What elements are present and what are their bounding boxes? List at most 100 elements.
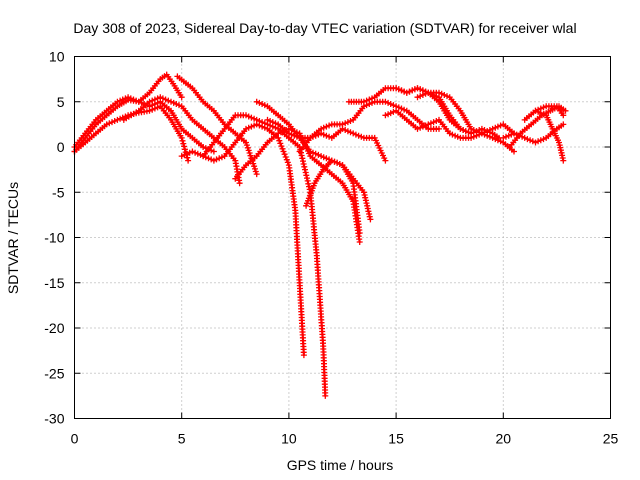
data-point: [367, 216, 374, 223]
data-point: [540, 104, 547, 111]
data-point: [259, 119, 266, 126]
data-point: [267, 118, 274, 124]
data-point: [430, 92, 437, 98]
data-point: [111, 118, 118, 124]
data-point: [503, 133, 509, 140]
data-point: [347, 129, 354, 136]
data-point: [205, 155, 212, 162]
data-point: [360, 98, 367, 105]
data-point: [306, 183, 312, 190]
series-arc-12: [303, 157, 363, 236]
data-point: [339, 121, 346, 128]
data-point: [208, 156, 215, 163]
data-point: [326, 156, 333, 163]
data-point: [382, 157, 389, 164]
data-point: [168, 98, 174, 105]
data-point: [181, 151, 188, 158]
series-arc-2: [71, 94, 217, 155]
data-point: [310, 149, 316, 156]
data-point: [462, 128, 469, 135]
data-point: [178, 134, 185, 141]
data-point: [387, 101, 394, 107]
data-point: [494, 123, 501, 130]
data-point: [436, 125, 442, 132]
data-point: [122, 95, 129, 102]
data-point: [298, 152, 305, 159]
data-point: [401, 106, 408, 113]
data-point: [272, 120, 279, 127]
y-tick-label: -10: [44, 230, 64, 246]
data-point: [299, 155, 306, 162]
data-point: [369, 95, 375, 102]
y-tick-label: -15: [44, 275, 64, 291]
data-point: [511, 148, 517, 155]
data-point: [125, 94, 132, 101]
data-point: [304, 175, 310, 182]
data-point: [256, 99, 263, 106]
data-point: [154, 95, 161, 102]
data-point: [176, 102, 182, 109]
data-point: [540, 136, 547, 143]
data-point: [186, 149, 193, 156]
series-layer: [71, 71, 569, 399]
data-point: [395, 104, 402, 111]
data-point: [245, 113, 252, 120]
data-point: [269, 119, 276, 126]
data-point: [162, 96, 169, 103]
series-arc-6: [178, 121, 307, 359]
data-point: [390, 108, 397, 115]
series-arc-5: [174, 73, 260, 178]
data-point: [218, 154, 225, 161]
data-point: [133, 97, 140, 104]
x-tick-label: 5: [178, 431, 186, 447]
data-point: [259, 101, 266, 107]
x-tick-label: 10: [281, 431, 297, 447]
data-point: [253, 116, 260, 123]
data-point: [243, 142, 250, 149]
data-point: [508, 131, 515, 138]
data-point: [427, 90, 434, 97]
y-tick-label: 5: [57, 94, 65, 110]
axis-ticks: 0 5 10 15 20 25 10 5 0 -5 -10 -15 -20 -25 -30: [44, 49, 618, 447]
data-point: [406, 88, 413, 95]
data-point: [414, 85, 421, 92]
data-point: [409, 87, 416, 94]
y-tick-label: -30: [44, 411, 64, 427]
data-point: [427, 120, 434, 127]
data-point: [300, 161, 307, 167]
data-point: [326, 122, 333, 129]
data-point: [355, 132, 362, 139]
data-point: [497, 138, 504, 145]
data-point: [284, 159, 291, 166]
data-point: [192, 149, 199, 156]
data-point: [430, 119, 437, 126]
data-point: [395, 86, 402, 93]
data-point: [500, 134, 507, 141]
data-point: [189, 148, 196, 155]
data-point: [305, 180, 312, 187]
data-point: [417, 86, 424, 93]
data-point: [419, 123, 426, 130]
data-point: [251, 163, 258, 170]
data-point: [280, 148, 287, 155]
data-point: [322, 392, 329, 399]
data-point: [362, 194, 369, 201]
data-point: [281, 151, 288, 158]
data-point: [236, 180, 243, 187]
data-point: [422, 122, 429, 129]
data-point: [246, 150, 253, 156]
data-point: [486, 129, 493, 136]
data-point: [181, 146, 188, 153]
data-point: [457, 125, 464, 132]
data-point: [433, 118, 440, 124]
data-point: [521, 134, 528, 141]
data-point: [165, 97, 172, 104]
data-point: [151, 96, 158, 103]
series-arc-16: [414, 89, 502, 141]
data-point: [524, 136, 531, 143]
data-point: [529, 138, 536, 145]
data-point: [320, 154, 327, 161]
y-tick-label: 10: [49, 49, 65, 65]
data-point: [352, 131, 359, 138]
data-point: [403, 89, 410, 96]
